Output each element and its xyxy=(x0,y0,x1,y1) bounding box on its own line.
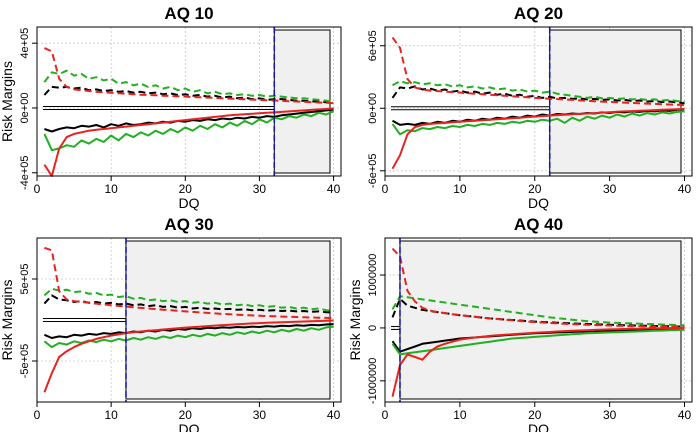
series-line-6 xyxy=(391,247,685,329)
x-tick-label: 20 xyxy=(179,182,193,196)
series-line-4 xyxy=(43,69,334,103)
x-tick-label: 0 xyxy=(34,408,41,422)
y-tick-label: 1000000 xyxy=(367,254,379,297)
y-tick-label: -6e+05 xyxy=(367,154,379,189)
series-line-1 xyxy=(44,323,334,339)
panel-2: 0 10 20 30 40 -6e+05 0e+00 6e+05 AQ 20 DQ xyxy=(367,4,693,211)
chart-title: AQ 30 xyxy=(164,215,213,234)
y-tick-label: 5e+05 xyxy=(19,264,31,295)
series-line-1 xyxy=(44,108,334,133)
series-line-4 xyxy=(391,295,685,327)
series-line-2 xyxy=(43,294,334,314)
plot-frame xyxy=(384,26,693,177)
series-line-5 xyxy=(43,319,334,393)
chart-title: AQ 20 xyxy=(514,4,563,23)
plot-frame xyxy=(36,26,342,177)
series-line-5 xyxy=(43,107,334,177)
chart-title: AQ 10 xyxy=(164,4,213,23)
x-tick-label: 30 xyxy=(253,182,267,196)
x-tick-label: 0 xyxy=(382,408,389,422)
x-tick-label: 40 xyxy=(327,182,341,196)
series-line-2 xyxy=(391,297,685,328)
y-tick-label: -4e+05 xyxy=(19,155,31,190)
y-tick-label: 0e+00 xyxy=(367,93,379,124)
x-tick-label: 30 xyxy=(603,182,617,196)
x-axis-label: DQ xyxy=(528,421,549,432)
x-tick-label: 40 xyxy=(678,408,692,422)
series-line-3 xyxy=(391,110,685,136)
x-tick-label: 20 xyxy=(528,182,542,196)
x-tick-label: 10 xyxy=(453,182,467,196)
x-tick-label: 20 xyxy=(528,408,542,422)
x-axis-label: DQ xyxy=(179,195,200,211)
y-axis-label: Risk Margins xyxy=(0,280,15,361)
x-tick-label: 30 xyxy=(603,408,617,422)
series-line-6 xyxy=(44,47,334,105)
y-tick-label: 4e+05 xyxy=(19,28,31,59)
y-tick-label: 6e+05 xyxy=(367,30,379,61)
series-line-5 xyxy=(391,326,685,397)
plot-frame xyxy=(36,237,342,403)
series-line-6 xyxy=(391,36,685,107)
panel-1: 0 10 20 30 40 -4e+05 0e+00 4e+05 AQ 10 DQ Risk Mar… xyxy=(0,4,342,211)
x-tick-label: 10 xyxy=(453,408,467,422)
x-axis-label: DQ xyxy=(179,421,200,432)
y-tick-label: -1000000 xyxy=(367,358,379,405)
series-line-4 xyxy=(43,287,334,312)
series-line-5 xyxy=(391,107,685,170)
x-tick-label: 40 xyxy=(678,182,692,196)
series-line-6 xyxy=(44,246,334,319)
series-line-4 xyxy=(392,80,685,103)
y-tick-label: 0 xyxy=(367,325,379,331)
x-tick-label: 0 xyxy=(382,182,389,196)
series-line-3 xyxy=(43,110,335,152)
series-line-2 xyxy=(43,85,334,105)
x-tick-label: 10 xyxy=(104,182,118,196)
panel-3: 0 10 20 30 40 -5e+05 5e+05 AQ 30 DQ Risk Margins xyxy=(0,215,342,437)
y-axis-label: Risk Margins xyxy=(0,61,15,142)
shaded-region xyxy=(399,240,682,400)
x-tick-label: 10 xyxy=(104,408,118,422)
y-tick-label: 0e+00 xyxy=(19,93,31,124)
x-axis-label: DQ xyxy=(528,195,549,211)
x-tick-label: 30 xyxy=(253,408,267,422)
chart-title: AQ 40 xyxy=(514,215,563,234)
y-axis-label: Risk Margins xyxy=(347,280,363,361)
plot-frame xyxy=(384,237,693,403)
x-tick-label: 40 xyxy=(327,408,341,422)
series-line-2 xyxy=(391,85,685,105)
shaded-region xyxy=(125,240,331,400)
x-tick-label: 0 xyxy=(34,182,41,196)
series-line-3 xyxy=(43,325,334,349)
x-tick-label: 20 xyxy=(179,408,193,422)
y-tick-label: -5e+05 xyxy=(19,344,31,379)
series-line-3 xyxy=(391,328,685,356)
